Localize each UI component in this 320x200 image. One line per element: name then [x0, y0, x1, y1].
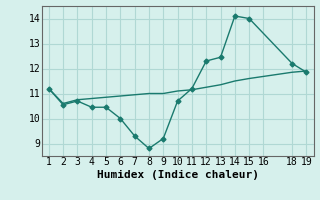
X-axis label: Humidex (Indice chaleur): Humidex (Indice chaleur): [97, 170, 259, 180]
